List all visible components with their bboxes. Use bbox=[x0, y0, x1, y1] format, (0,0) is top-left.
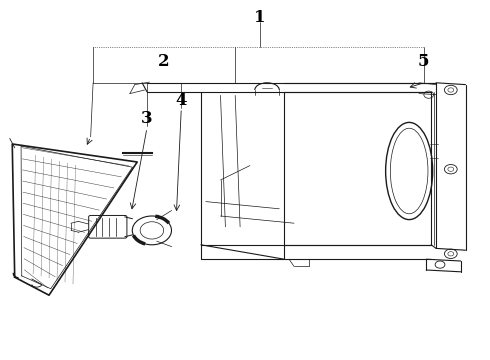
Text: 5: 5 bbox=[418, 53, 430, 70]
Text: 2: 2 bbox=[158, 53, 170, 70]
Text: 4: 4 bbox=[175, 92, 187, 109]
Text: 3: 3 bbox=[141, 110, 153, 127]
Text: 1: 1 bbox=[254, 9, 266, 27]
